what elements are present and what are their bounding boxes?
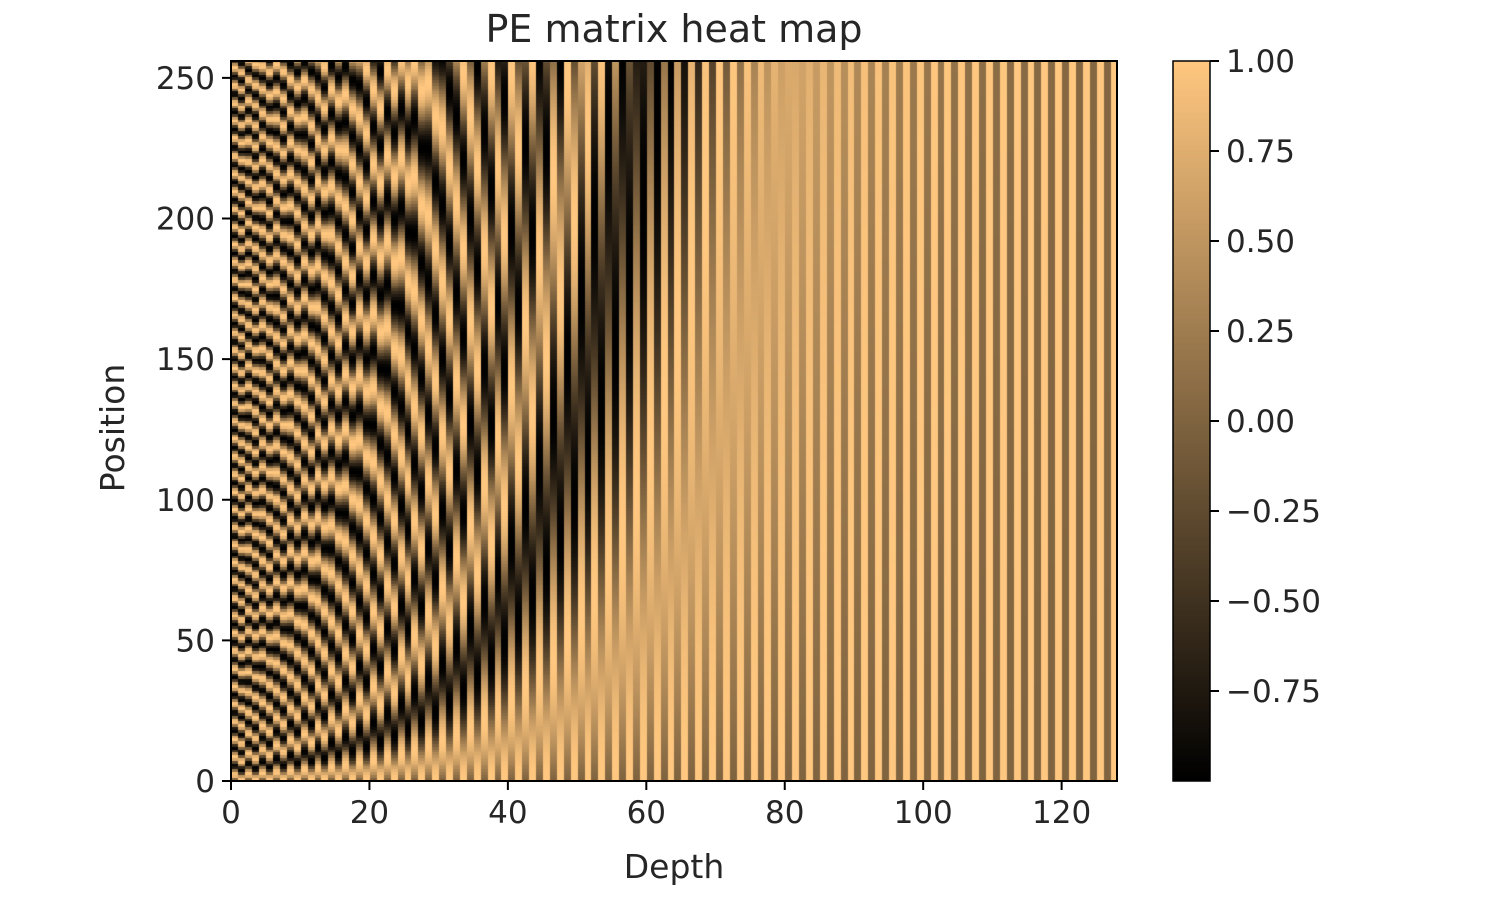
colorbar-tick-label: 0.75 [1226, 134, 1295, 170]
x-tick-label: 0 [221, 795, 241, 831]
colorbar-tick-label: −0.50 [1226, 584, 1321, 620]
y-tick-label: 50 [176, 623, 215, 659]
heatmap-image [231, 61, 1117, 781]
colorbar-frame [1172, 60, 1211, 782]
x-axis-label: Depth [624, 847, 725, 886]
x-tick-label: 100 [894, 795, 953, 831]
colorbar-axis: 1.00 0.75 0.50 0.25 0.00 −0.25 −0.50 −0.75 [1210, 44, 1321, 710]
x-tick-label: 60 [627, 795, 666, 831]
colorbar-tick-label: −0.75 [1226, 674, 1321, 710]
colorbar-tick-label: 0.50 [1226, 224, 1295, 260]
y-tick-label: 100 [156, 483, 215, 519]
y-tick-label: 150 [156, 342, 215, 378]
colorbar-tick-label: 0.00 [1226, 404, 1295, 440]
x-tick-label: 20 [350, 795, 389, 831]
y-tick-label: 250 [156, 61, 215, 97]
plot-frame [230, 60, 1118, 782]
colorbar-gradient [1173, 61, 1210, 781]
colorbar-tick-label: 0.25 [1226, 314, 1295, 350]
y-tick-label: 0 [195, 764, 215, 800]
chart-title: PE matrix heat map [485, 7, 862, 51]
y-axis-label: Position [93, 364, 132, 493]
y-tick-label: 200 [156, 202, 215, 238]
x-axis: 0 20 40 60 80 100 120 [221, 781, 1091, 831]
x-tick-label: 120 [1032, 795, 1091, 831]
x-tick-label: 40 [488, 795, 527, 831]
y-axis: 0 50 100 150 200 250 [156, 61, 231, 800]
colorbar-tick-label: 1.00 [1226, 44, 1295, 80]
x-tick-label: 80 [765, 795, 804, 831]
colorbar-tick-label: −0.25 [1226, 494, 1321, 530]
